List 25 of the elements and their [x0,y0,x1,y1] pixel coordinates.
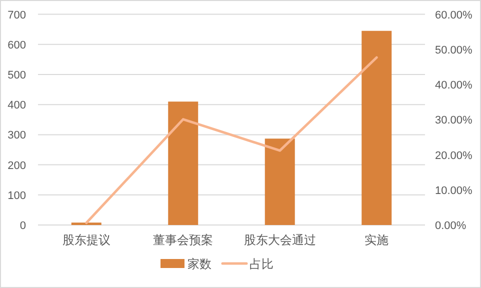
y-tick-label: 600 [8,39,26,52]
y2-tick-label: 0.00% [435,220,466,232]
y-tick-label: 700 [8,9,26,22]
bar [362,30,392,225]
bar [168,102,198,225]
y-tick-label: 400 [8,100,26,112]
y-tick-label: 0 [20,220,26,232]
x-tick-label: 实施 [364,233,389,247]
y2-tick-label: 50.00% [435,44,473,56]
bar [264,138,295,225]
y2-tick-label: 20.00% [435,150,473,162]
y-tick-label: 100 [8,190,26,202]
legend-label: 占比 [250,257,274,271]
line-series [85,56,378,224]
x-tick-label: 董事会预案 [153,233,214,247]
y2-tick-label: 30.00% [435,114,473,127]
y2-tick-label: 40.00% [435,80,473,92]
y-tick-label: 200 [8,160,26,172]
y2-tick-label: 10.00% [435,184,473,197]
x-tick-label: 股东大会通过 [244,233,316,247]
y2-tick-label: 60.00% [435,9,473,22]
y-tick-label: 500 [8,70,26,82]
y-tick-label: 300 [8,130,26,142]
legend-label: 家数 [188,257,212,271]
x-tick-label: 股东提议 [62,233,110,247]
